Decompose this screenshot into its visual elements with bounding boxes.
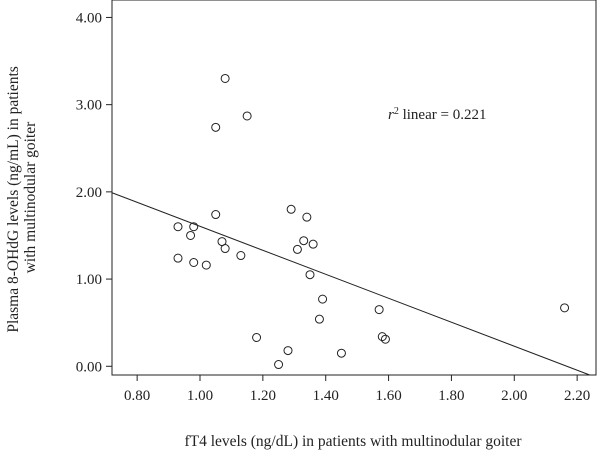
data-point [189, 222, 199, 232]
y-tick-label: 1.00 [76, 272, 102, 288]
data-point [173, 222, 183, 232]
x-tick-label: 1.80 [438, 388, 464, 404]
x-tick-label: 0.80 [124, 388, 150, 404]
data-point [283, 346, 293, 356]
r2-annotation-sup: 2 [394, 106, 399, 117]
data-point [173, 253, 183, 263]
x-axis-title: fT4 levels (ng/dL) in patients with mult… [184, 433, 522, 450]
x-tick-label: 1.20 [250, 388, 276, 404]
x-tick-label: 2.20 [564, 388, 590, 404]
data-point [236, 251, 246, 261]
data-point [374, 305, 384, 315]
data-point [305, 270, 315, 280]
data-point [189, 258, 199, 267]
r2-annotation-r: r [388, 107, 394, 123]
data-point [252, 333, 262, 342]
data-point [274, 360, 284, 370]
x-tick-label: 1.60 [375, 388, 401, 404]
data-points [173, 73, 570, 370]
x-tick-label: 2.00 [501, 388, 527, 404]
data-point [318, 294, 328, 304]
data-point [292, 244, 302, 254]
y-tick-label: 0.00 [76, 359, 102, 375]
data-point [211, 210, 221, 220]
data-point [314, 314, 324, 324]
data-point [560, 303, 570, 313]
data-point [220, 244, 230, 254]
r2-annotation: r2 linear = 0.221 [388, 106, 486, 124]
data-point [201, 260, 211, 270]
data-point [308, 239, 318, 249]
regression-line [111, 192, 590, 376]
data-point [336, 348, 346, 358]
plot-frame [111, 0, 597, 376]
x-tick-label: 1.40 [313, 388, 339, 404]
data-point [211, 122, 221, 132]
x-axis: 0.80 1.00 1.20 1.40 1.60 1.80 2.00 2.20 [124, 375, 590, 404]
y-tick-label: 3.00 [76, 98, 102, 114]
data-point [377, 332, 387, 342]
y-tick-label: 2.00 [76, 185, 102, 201]
data-point [220, 73, 230, 83]
y-axis: 0.00 1.00 2.00 3.00 4.00 [76, 10, 112, 375]
y-axis-title-line-2: with multinodular goiter [22, 121, 39, 273]
data-point [286, 204, 296, 214]
data-point [186, 230, 196, 240]
y-axis-title: Plasma 8-OHdG levels (ng/mL) in patients… [5, 62, 39, 332]
data-point [242, 111, 252, 121]
data-point [299, 236, 309, 246]
r2-annotation-rest: linear = 0.221 [399, 107, 487, 123]
x-tick-label: 1.00 [187, 388, 213, 404]
data-point [380, 334, 390, 344]
y-axis-title-line-1: Plasma 8-OHdG levels (ng/mL) in patients [5, 66, 22, 332]
y-tick-label: 4.00 [76, 10, 102, 26]
data-point [302, 212, 312, 222]
